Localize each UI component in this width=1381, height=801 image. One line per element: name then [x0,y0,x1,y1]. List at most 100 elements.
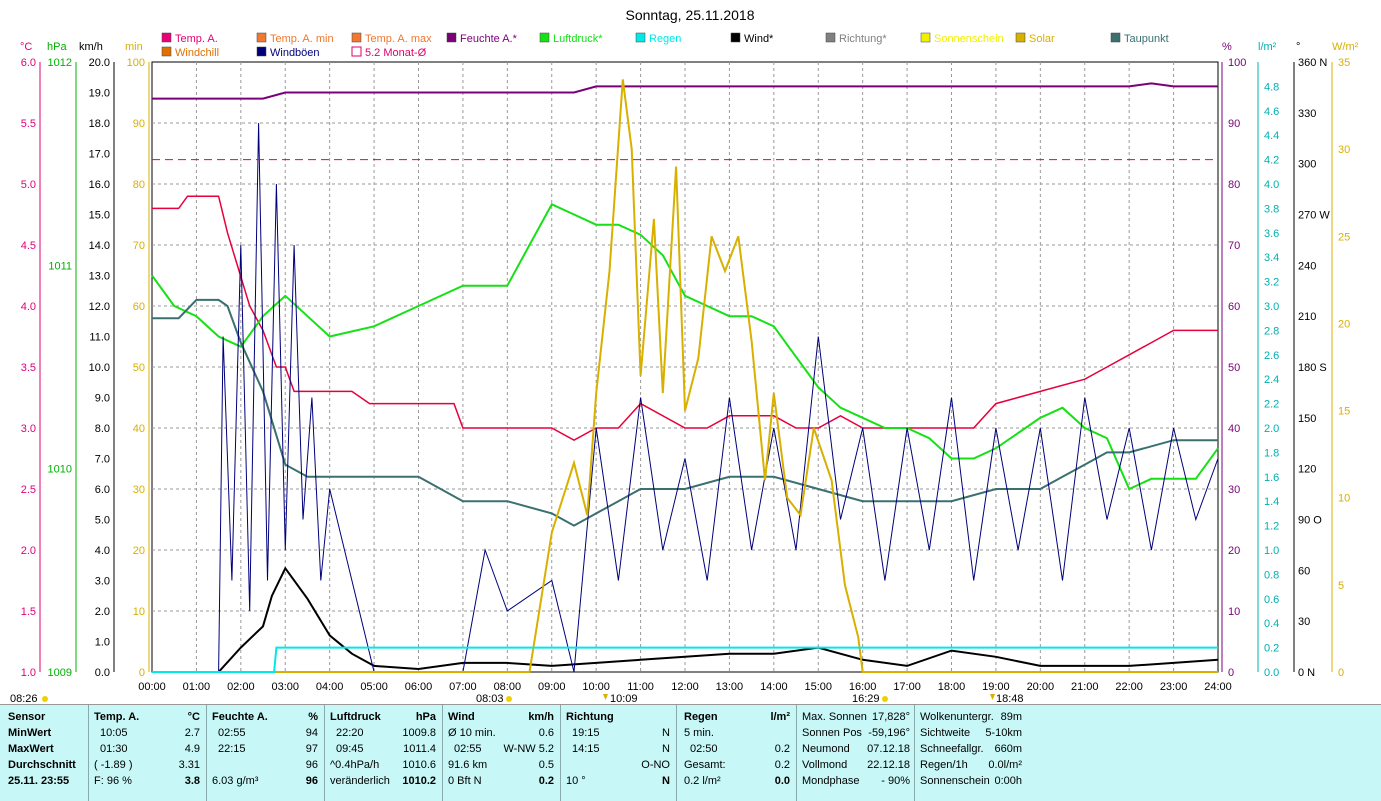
moon-icon [990,694,995,700]
tick-wm2: 35 [1338,57,1350,69]
tick-deg: 330 [1298,108,1316,120]
legend-label: Taupunkt [1124,33,1169,45]
astro-label-0: Max. Sonnen [802,711,867,723]
stats-panel: Sensor MinWert MaxWert Durchschnitt 25.1… [0,704,1381,801]
temp-max-time: 01:30 [100,743,128,755]
x-tick-label: 13:00 [716,681,744,693]
moon-label: 18:48 [996,693,1024,704]
sun-icon [42,696,48,702]
tick-lm2: 3.8 [1264,203,1279,215]
misc-label-0: Wolkenuntergr. [920,711,994,723]
wind-avg-val: 0.5 [538,759,554,771]
tick-pct: 10 [1228,606,1240,618]
tick-hpa: 1010 [48,464,72,476]
tick-celsius: 2.0 [21,545,36,557]
label-avg: Durchschnitt [8,759,76,771]
tick-kmh: 10.0 [89,362,110,374]
tick-wm2: 0 [1338,667,1344,679]
tick-pct: 0 [1228,667,1234,679]
wind-distance: 91.6 km [448,759,488,771]
richtung-max-val: N [662,743,670,755]
unit-hpa: hPa [47,41,67,53]
legend-swatch [256,46,267,57]
misc-val-3: 0.0l/m² [988,759,1022,771]
tick-celsius: 1.5 [21,606,36,618]
wind-bft: 0 Bft N [448,775,482,787]
legend-label: Sonnenschein [934,33,1004,45]
tick-min: 30 [133,484,145,496]
tick-deg: 240 [1298,260,1316,272]
legend-label: Solar [1029,33,1055,45]
stats-druck-col: Luftdruck hPa 22:20 1009.8 09:45 1011.4 ^0.… [330,709,436,789]
tick-kmh: 17.0 [89,149,110,161]
tick-celsius: 3.5 [21,362,36,374]
legend-label: Regen [649,33,681,45]
regen-interval: 5 min. [684,727,714,739]
druck-avg-val: 1010.6 [402,759,436,771]
label-current: 25.11. 23:55 [8,775,70,787]
tick-deg: 120 [1298,464,1316,476]
feuchte-max-val: 97 [305,743,318,755]
legend-label: Luftdruck* [553,33,603,45]
legend-swatch [351,46,362,57]
tick-lm2: 2.8 [1264,325,1279,337]
druck-max-val: 1011.4 [403,743,436,755]
axes: 1.01.52.02.53.03.54.04.55.05.56.01009101… [21,57,1351,679]
legend-swatch [161,32,172,43]
legend-swatch [825,32,836,43]
tick-hpa: 1011 [48,260,72,272]
richtung-avg-val: O-NO [641,759,670,771]
hdr-regen: Regen [684,711,718,723]
tick-deg: 360 N [1298,57,1327,69]
astro-val-0: 17,828° [871,711,910,723]
tick-celsius: 5.0 [21,179,36,191]
tick-lm2: 1.2 [1264,521,1279,533]
hdr-druck: Luftdruck [330,711,381,723]
richtung-deg: 10 ° [566,775,586,787]
tick-deg: 150 [1298,413,1316,425]
feuchte-cur-val: 96 [305,775,318,787]
tick-lm2: 2.4 [1264,374,1279,386]
legend-label: Windböen [270,47,320,59]
sunrise-label: 08:03 [476,693,504,704]
tick-lm2: 4.6 [1264,106,1279,118]
tick-pct: 50 [1228,362,1240,374]
series-luftdruck [151,203,1219,491]
tick-lm2: 0.2 [1264,643,1279,655]
tick-wm2: 30 [1338,144,1350,156]
tick-pct: 80 [1228,179,1240,191]
tick-deg: 90 O [1298,515,1322,527]
tick-kmh: 8.0 [95,423,110,435]
tick-deg: 180 S [1298,362,1327,374]
druck-min-time: 22:20 [336,727,364,739]
tick-kmh: 9.0 [95,393,110,405]
tick-wm2: 10 [1338,493,1350,505]
temp-cur-note: F: 96 % [94,775,132,787]
x-tick-label: 01:00 [183,681,211,693]
max-sun-label: 10:09 [610,693,638,704]
misc-val-4: 0:00h [994,775,1022,787]
tick-pct: 60 [1228,301,1240,313]
druck-min-val: 1009.8 [402,727,436,739]
legend-label: Feuchte A.* [460,33,518,45]
tick-pct: 30 [1228,484,1240,496]
tick-lm2: 3.4 [1264,252,1279,264]
stats-astro-col: Max. Sonnen 17,828° Sonnen Pos -59,196° Ne… [802,709,910,789]
misc-label-1: Sichtweite [920,727,971,739]
stats-sensor-col: Sensor MinWert MaxWert Durchschnitt 25.1… [8,709,86,789]
series-temp-a [152,195,1218,442]
tick-kmh: 14.0 [89,240,110,252]
wind-cur-val: 0.2 [538,775,554,787]
unit-min: min [125,41,143,53]
legend-swatch [539,32,550,43]
tick-kmh: 18.0 [89,118,110,130]
hdr-temp: Temp. A. [94,711,140,723]
x-tick-label: 23:00 [1160,681,1188,693]
hdr-feuchte: Feuchte A. [212,711,268,723]
temp-cur-val: 3.8 [184,775,200,787]
temp-min-val: 2.7 [184,727,200,739]
label-max: MaxWert [8,743,54,755]
legend: Temp. A. Temp. A. min Temp. A. max Feuchte … [161,32,1169,59]
tick-deg: 270 W [1298,210,1330,222]
unit-kmh: km/h [79,41,103,53]
